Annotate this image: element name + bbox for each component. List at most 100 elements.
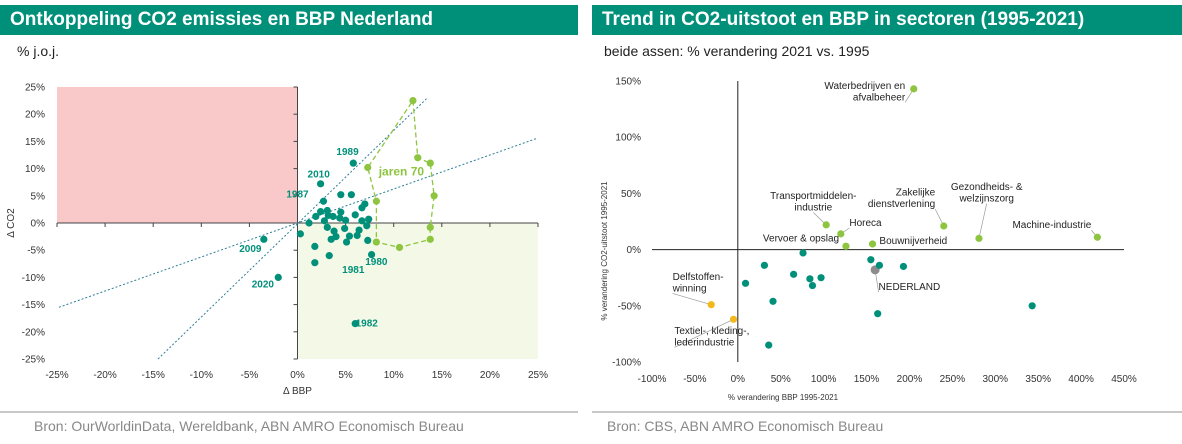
x-tick-label: 10% [384,370,404,381]
right-source: Bron: CBS, ABN AMRO Economisch Bureau [607,418,884,434]
sector-point [769,297,777,305]
annotation-label: 1981 [342,265,365,276]
point-label: Gezondheids- & welzijnszorg [951,182,1023,205]
y-axis-label: Δ CO2 [6,208,17,238]
y-tick-label: -15% [22,300,45,311]
label-leader-line [978,203,988,239]
trend-flat [58,138,537,308]
x-tick-label: 0% [731,374,746,385]
right-chart-subtitle: beide assen: % verandering 2021 vs. 1995 [604,43,870,59]
teal-point [337,191,345,199]
pink-quadrant [57,87,298,223]
annotation-label: 1982 [356,318,379,329]
right-panel: Trend in CO2-uitstoot en BBP in sectoren… [592,0,1182,444]
green-point [430,192,438,200]
teal-point [323,223,331,231]
teal-point [316,180,325,188]
green-point [414,154,422,162]
teal-point [361,200,369,208]
y-tick-label: -5% [27,246,45,257]
left-scatter-chart: -25% -20% -15% -10% -5% 0% 5% 10% 15% 20% 25% 25% 20… [6,83,548,398]
sector-point [910,85,918,93]
x-tick-label: 300% [982,374,1008,385]
point-label: Delfstoffen-winning [672,272,724,295]
x-tick-label: -50% [683,374,706,385]
green-point [372,238,380,246]
point-label: Zakelijke dienstverlening [868,188,936,211]
green-point [395,243,404,252]
left-source-divider [0,411,578,413]
sector-point [899,262,908,271]
left-chart-title: Ontkoppeling CO2 emissies en BBP Nederla… [0,5,578,35]
teal-point [337,208,345,216]
teal-point [329,212,337,221]
y-tick-label: 5% [31,191,46,202]
y-tick-label: 0% [31,219,46,230]
x-tick-label: 100% [811,374,837,385]
point-label: Textiel-, kleding-, lederindustrie [674,326,749,349]
x-tick-label: 5% [338,370,353,381]
sector-point [760,261,769,269]
point-label-line: Gezondheids- & [951,182,1023,193]
y-tick-label: 50% [621,189,641,200]
annotation-label: 1989 [336,147,359,158]
x-tick-label: 250% [940,374,966,385]
point-label: Bouwnijverheid [879,236,947,247]
point-label-line: Waterbedrijven en [824,81,905,92]
annotation-label: 1980 [365,257,388,268]
teal-point [358,217,366,225]
x-tick-label: 0% [290,370,305,381]
point-label-line: Zakelijke [896,188,936,199]
point-label: Vervoer & opslag [763,234,839,245]
green-point [426,235,434,243]
sector-point [874,310,882,318]
annotation-label: 2020 [252,280,275,291]
teal-point [345,232,354,240]
y-axis-label: % verandering CO2-uitstoot 1995-2021 [600,181,609,321]
y-tick-label: 150% [615,77,641,88]
teal-point [353,231,361,240]
sector-point [975,234,983,242]
sector-point [799,249,807,257]
sector-point [806,275,814,283]
point-label-line: Horeca [849,218,882,229]
annotation-label: jaren 70 [378,165,425,179]
teal-point [311,259,319,267]
left-chart-subtitle: % j.o.j. [17,43,60,59]
y-tick-label: -100% [612,358,641,369]
sector-point [1028,302,1036,310]
sector-point [729,315,738,323]
point-label: Transportmiddelen-industrie [770,191,856,214]
y-tick-label: -50% [618,301,641,312]
x-tick-label: 450% [1111,374,1137,385]
x-tick-label: -20% [93,370,116,381]
sector-point [867,256,875,264]
teal-point [274,273,282,281]
teal-point [319,197,328,205]
teal-point [336,214,344,222]
point-label: Machine-industrie [1012,220,1091,231]
teal-point [363,222,371,230]
sector-point [875,261,884,269]
x-tick-label: 50% [771,374,791,385]
point-label-line: afvalbeheer [853,92,906,103]
teal-point [325,252,333,260]
teal-point [365,215,373,223]
y-tick-label: 15% [25,137,45,148]
teal-point [349,159,357,167]
sector-point [837,230,845,238]
annotation-label: 2010 [308,169,331,180]
right-scatter-chart: -100% -50% 0% 50% 100% 150% 200% 250% 300% 350% 40… [600,77,1137,403]
teal-point [351,211,359,219]
point-label-line: Bouwnijverheid [879,236,947,247]
x-tick-label: -10% [190,370,213,381]
point-label: Horeca [849,218,882,229]
point-label-line: Transportmiddelen- [770,191,856,202]
teal-point [364,236,372,245]
x-tick-label: 15% [432,370,452,381]
point-label-line: Vervoer & opslag [763,234,839,245]
point-label-line: dienstverlening [868,199,935,210]
x-tick-label: -100% [638,374,667,385]
y-tick-label: -25% [22,355,45,366]
y-tick-label: -20% [22,327,45,338]
